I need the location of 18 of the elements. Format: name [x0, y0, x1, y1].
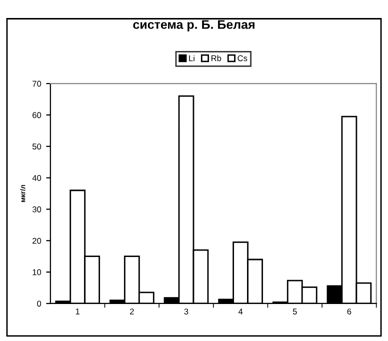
y-tick-label: 30	[32, 206, 42, 212]
y-tick-label: 60	[32, 112, 42, 118]
legend-label: Cs	[238, 55, 248, 62]
x-tick-label: 4	[238, 308, 243, 314]
x-tick-label: 5	[292, 308, 297, 314]
y-tick-label: 10	[32, 269, 42, 276]
y-tick-label: 70	[32, 80, 42, 87]
x-tick-label: 3	[184, 308, 188, 314]
x-tick-label: 6	[347, 308, 352, 314]
chart-title: система р. Б. Белая	[133, 20, 254, 32]
x-tick-label: 2	[130, 308, 134, 314]
legend-label: Li	[189, 55, 194, 62]
y-tick-label: 0	[37, 300, 42, 307]
y-tick-label: 40	[32, 175, 42, 181]
x-tick-label: 1	[76, 308, 80, 314]
y-tick-label: 50	[32, 144, 42, 150]
legend-label: Rb	[211, 55, 222, 62]
y-tick-label: 20	[32, 238, 42, 244]
